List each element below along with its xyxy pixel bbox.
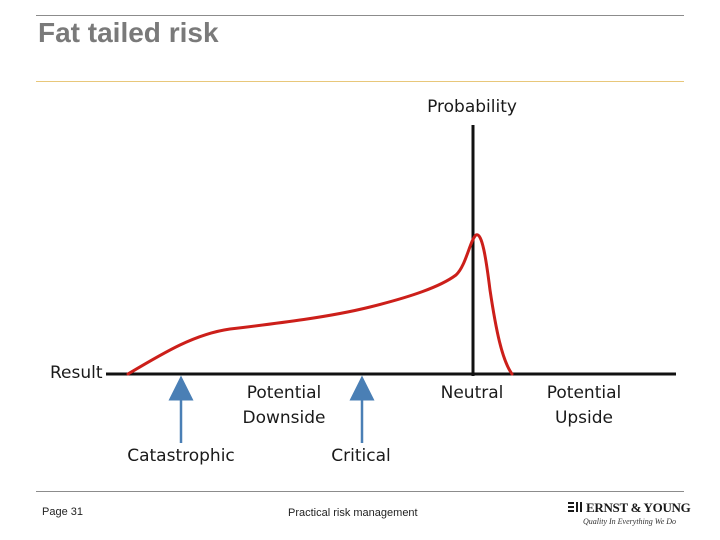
- potential-downside-label-1: Potential: [247, 383, 321, 403]
- potential-upside-label-2: Upside: [555, 408, 613, 428]
- logo-name: ERNST & YOUNG: [586, 500, 691, 515]
- potential-upside-label-1: Potential: [547, 383, 621, 403]
- catastrophic-label: Catastrophic: [127, 446, 235, 466]
- potential-downside-label-2: Downside: [243, 408, 326, 428]
- probability-label: Probability: [427, 97, 517, 117]
- ernst-young-logo: ERNST & YOUNG Quality In Everything We D…: [568, 500, 691, 532]
- fat-tail-diagram: Probability Result Potential Downside Ne…: [50, 97, 676, 466]
- distribution-curve: [126, 233, 514, 376]
- result-label: Result: [50, 363, 103, 383]
- footer-rule: [36, 491, 684, 492]
- logo-tagline: Quality In Everything We Do: [583, 517, 677, 526]
- neutral-label: Neutral: [441, 383, 504, 403]
- top-rule: [36, 15, 684, 16]
- slide-title: Fat tailed risk: [38, 17, 219, 48]
- critical-label: Critical: [331, 446, 390, 466]
- page-number: Page 31: [42, 506, 83, 518]
- footer-title: Practical risk management: [288, 507, 418, 519]
- ey-mark-icon: [568, 502, 582, 512]
- title-underline: [36, 81, 684, 82]
